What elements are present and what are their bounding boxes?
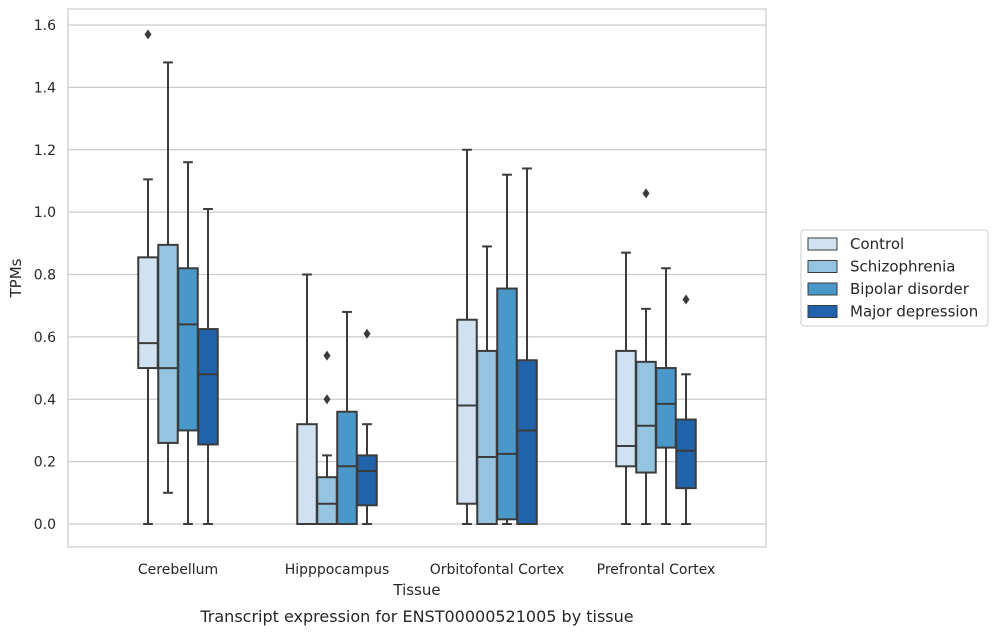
legend-label: Schizophrenia: [850, 258, 955, 276]
box: [177, 161, 199, 525]
plot-frame: [67, 8, 767, 548]
legend-swatch: [807, 260, 838, 273]
x-axis-title: Tissue: [392, 581, 440, 599]
box-body: [356, 454, 378, 507]
outlier-point: [323, 350, 331, 361]
y-axis-title: TPMs: [7, 258, 25, 298]
x-tick-label: Hipppocampus: [285, 562, 390, 578]
legend-label: Bipolar disorder: [850, 280, 970, 298]
box-body: [476, 349, 498, 525]
outlier-point: [144, 29, 152, 40]
box-body: [516, 359, 538, 525]
x-tick-label: Cerebellum: [138, 562, 218, 578]
box: [615, 251, 637, 525]
outlier-point: [363, 328, 371, 339]
legend-label: Major depression: [850, 303, 978, 321]
y-tick-label: 1.2: [34, 143, 56, 159]
box-body: [137, 256, 159, 370]
legend-swatch: [807, 305, 838, 318]
box: [336, 310, 358, 526]
box: [356, 328, 378, 525]
box: [496, 173, 518, 525]
y-tick-label: 0.6: [34, 330, 56, 346]
x-tick-labels: Cerebellum Hipppocampus Orbitofontal Corte…: [138, 562, 715, 578]
box-body: [157, 243, 179, 444]
y-tick-label: 1.0: [34, 205, 56, 221]
y-tick-label: 0.8: [34, 268, 56, 284]
box-body: [177, 267, 199, 432]
y-tick-label: 0.4: [34, 392, 56, 408]
series-bipolar-disorder: [177, 161, 677, 526]
outlier-point: [642, 188, 650, 199]
box: [476, 245, 498, 525]
box: [675, 294, 697, 525]
legend-swatch: [807, 237, 838, 251]
box: [655, 267, 677, 525]
legend: Control Schizophrenia Bipolar disorder Majo…: [800, 229, 989, 327]
y-tick-label: 0.0: [34, 517, 56, 533]
y-tick-labels: 0.0 0.2 0.4 0.6 0.8 1.0 1.2 1.4 1.6: [34, 18, 56, 533]
box-body: [296, 423, 318, 526]
box: [516, 167, 538, 525]
chart-caption: Transcript expression for ENST0000052100…: [199, 607, 633, 626]
box-body: [496, 287, 518, 521]
box-body: [635, 360, 657, 474]
outlier-point: [323, 394, 331, 405]
y-tick-label: 0.2: [34, 455, 56, 471]
box: [635, 188, 657, 525]
series-control: [137, 29, 637, 526]
box-body: [655, 367, 677, 449]
legend-swatch: [807, 282, 838, 296]
box: [456, 148, 478, 525]
outlier-point: [682, 294, 690, 305]
box-body: [197, 328, 219, 446]
legend-frame: [800, 229, 989, 327]
box: [316, 350, 338, 525]
box-groups: [137, 29, 697, 526]
box-body: [456, 318, 478, 505]
box: [296, 273, 318, 526]
y-tick-label: 1.6: [34, 18, 56, 34]
box: [197, 208, 219, 525]
series-major-depression: [197, 167, 697, 525]
x-tick-label: Orbitofontal Cortex: [430, 562, 565, 578]
box: [157, 61, 179, 494]
series-schizophrenia: [157, 61, 657, 525]
box-body: [316, 476, 338, 525]
x-tick-label: Prefrontal Cortex: [597, 562, 716, 578]
box-body: [675, 418, 697, 490]
box-body: [615, 349, 637, 468]
legend-label: Control: [850, 235, 904, 253]
box-body: [336, 410, 358, 526]
y-tick-label: 1.4: [34, 80, 56, 96]
box: [137, 29, 159, 525]
